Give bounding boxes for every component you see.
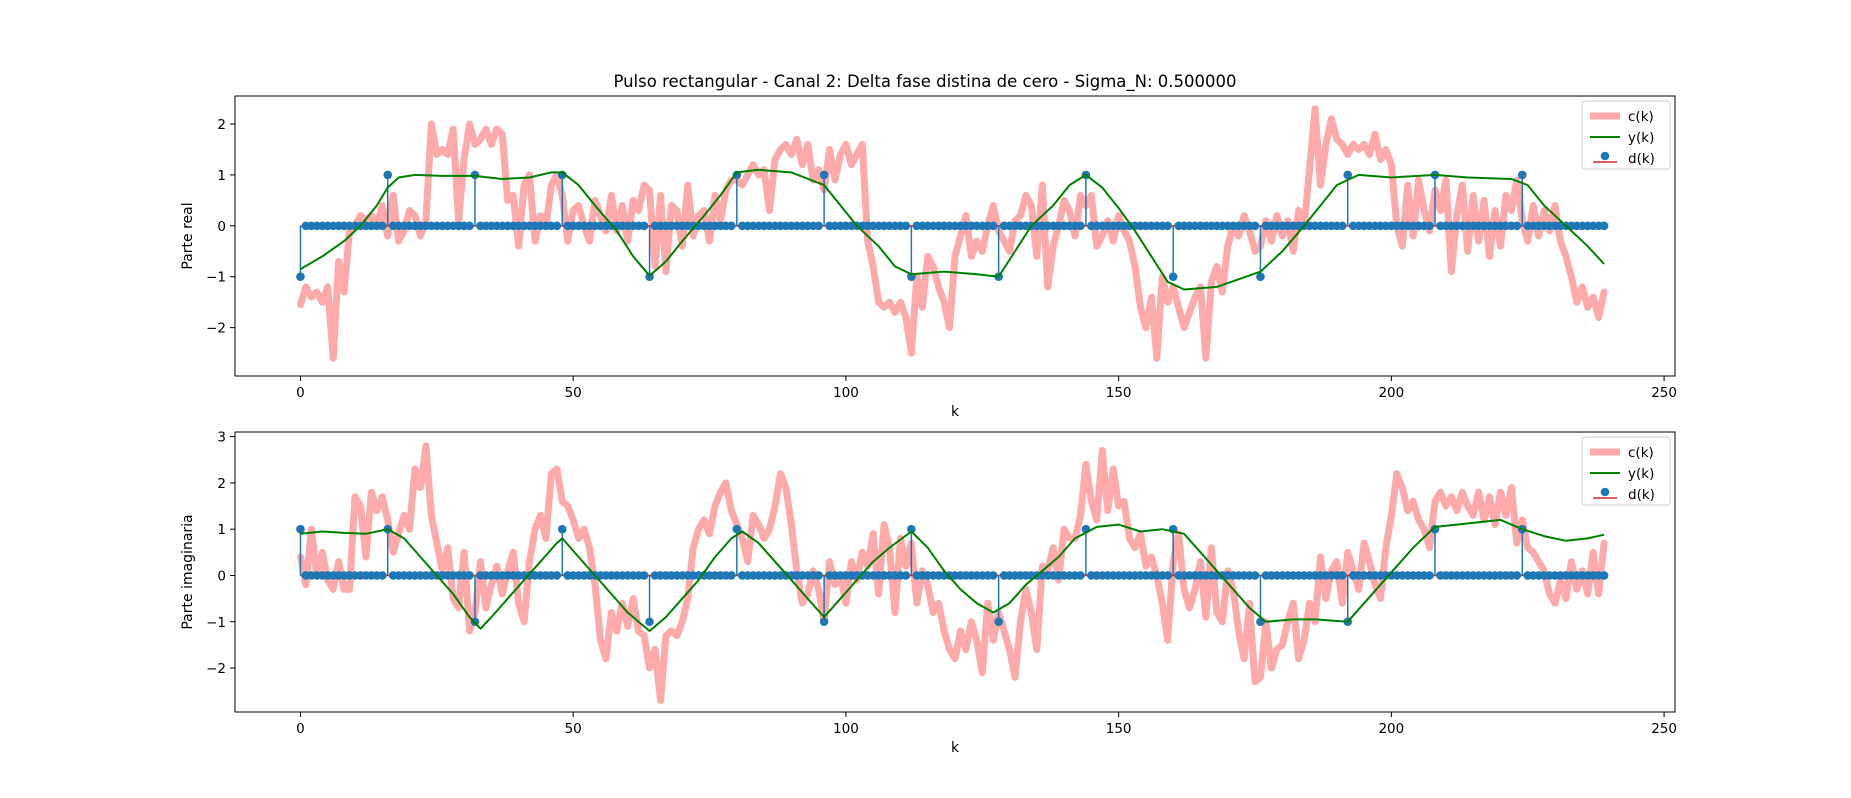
stem-marker <box>1250 571 1260 580</box>
stem-marker <box>377 221 387 231</box>
x-tick-label: 100 <box>833 385 859 401</box>
legend-d-marker <box>1600 487 1610 497</box>
stem-marker <box>1337 571 1347 580</box>
subplot-parte-real: 0 50 100 150 200 250 −2 −1 0 1 2 k Parte real c(k) y(k… <box>180 95 1677 420</box>
stem-marker <box>1512 571 1522 580</box>
series-c-line <box>297 105 1608 362</box>
x-tick-label: 250 <box>1651 721 1677 737</box>
stem-marker <box>377 571 387 580</box>
stem-marker <box>819 617 829 627</box>
x-tick-label: 50 <box>565 721 582 737</box>
stem-marker <box>639 221 649 231</box>
stem-marker <box>383 170 393 180</box>
x-tick-label: 0 <box>296 721 305 737</box>
series-y-line <box>299 168 1605 291</box>
stem-marker <box>907 524 916 534</box>
x-axis-label: k <box>951 404 960 420</box>
y-tick-label: 0 <box>217 568 226 584</box>
y-axis-label: Parte real <box>180 202 196 269</box>
stem-marker <box>1076 571 1085 580</box>
legend: c(k) y(k) d(k) <box>1581 100 1671 170</box>
stem-marker <box>727 221 736 231</box>
stem-marker <box>557 524 567 534</box>
legend-entry-label: d(k) <box>1628 151 1655 167</box>
stem-marker <box>1163 221 1173 231</box>
stem-marker <box>814 571 823 580</box>
stem-marker <box>296 524 305 534</box>
plot-area <box>296 105 1609 362</box>
y-tick-label: 3 <box>217 430 226 446</box>
stem-marker <box>732 524 742 534</box>
stem-marker <box>1163 571 1173 580</box>
axes-frame <box>234 431 1676 713</box>
stem-marker <box>819 170 829 180</box>
stem-marker <box>1168 272 1178 282</box>
stem-marker <box>296 272 305 282</box>
x-tick-label: 250 <box>1651 385 1677 401</box>
y-tick-label: 1 <box>217 168 226 184</box>
stem-marker <box>552 221 562 231</box>
stem-marker <box>901 571 911 580</box>
stem-marker <box>994 617 1003 627</box>
legend-entry-label: d(k) <box>1628 487 1655 503</box>
x-axis-label: k <box>951 740 960 756</box>
legend-entry-label: y(k) <box>1628 130 1654 146</box>
stem-marker <box>1425 221 1434 231</box>
x-tick-label: 200 <box>1378 385 1404 401</box>
series-y-line <box>300 518 1605 632</box>
x-tick-label: 100 <box>833 721 859 737</box>
stem-marker <box>1599 221 1609 231</box>
x-tick-label: 0 <box>296 385 305 401</box>
stem-marker <box>901 221 911 231</box>
stem-marker <box>1256 272 1265 282</box>
chart-title: Pulso rectangular - Canal 2: Delta fase … <box>613 72 1236 92</box>
y-tick-label: −1 <box>206 270 226 286</box>
stem-marker <box>1599 571 1609 580</box>
stem-marker <box>988 221 998 231</box>
stem-marker <box>1250 221 1260 231</box>
legend-box <box>1581 100 1671 170</box>
axes-frame <box>234 95 1676 377</box>
y-tick-label: −1 <box>206 615 226 631</box>
y-tick-label: 2 <box>217 476 226 492</box>
legend-d-marker <box>1600 151 1610 161</box>
legend-box <box>1581 436 1671 506</box>
stem-marker <box>1425 571 1434 580</box>
stem-marker <box>1517 170 1527 180</box>
x-tick-label: 200 <box>1378 721 1404 737</box>
y-tick-label: −2 <box>206 661 226 677</box>
stem-marker <box>1512 221 1522 231</box>
y-tick-label: 0 <box>217 219 226 235</box>
stem-marker <box>645 617 654 627</box>
y-axis-label: Parte imaginaria <box>180 514 196 629</box>
stem-marker <box>465 221 474 231</box>
legend-entry-label: y(k) <box>1628 466 1654 482</box>
legend-entry-label: c(k) <box>1628 109 1654 125</box>
legend: c(k) y(k) d(k) <box>1581 436 1671 506</box>
x-tick-label: 150 <box>1106 385 1132 401</box>
stem-marker <box>639 571 649 580</box>
series-c-line <box>297 442 1608 704</box>
stem-marker <box>1337 221 1347 231</box>
stem-marker <box>465 571 474 580</box>
subplot-parte-imaginaria: 0 50 100 150 200 250 −2 −1 0 1 2 3 k Parte imaginaria… <box>180 430 1677 756</box>
x-tick-label: 50 <box>565 385 582 401</box>
y-tick-label: 1 <box>217 522 226 538</box>
stem-marker <box>552 571 562 580</box>
stem-marker <box>988 571 998 580</box>
stem-marker <box>1343 170 1353 180</box>
plot-area <box>296 442 1609 704</box>
y-tick-label: 2 <box>217 117 226 133</box>
legend-entry-label: c(k) <box>1628 445 1654 461</box>
x-tick-label: 150 <box>1106 721 1132 737</box>
stem-marker <box>1076 221 1085 231</box>
y-tick-label: −2 <box>206 321 226 337</box>
stem-marker <box>814 221 823 231</box>
stem-marker <box>727 571 736 580</box>
